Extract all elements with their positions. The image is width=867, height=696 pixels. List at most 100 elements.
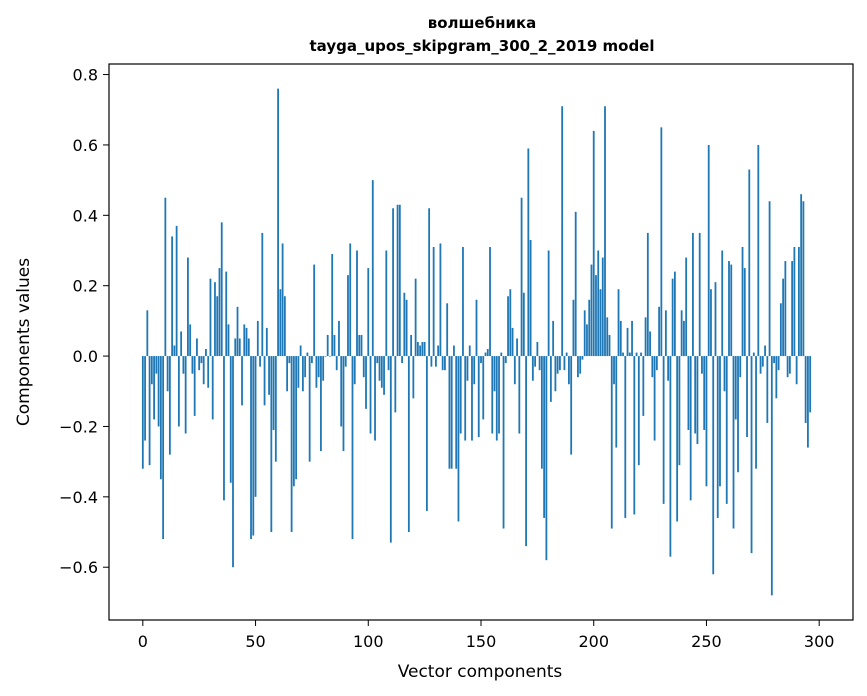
bar-9 — [162, 356, 165, 540]
bar-131 — [437, 345, 440, 357]
bar-225 — [649, 331, 651, 357]
bar-229 — [658, 306, 661, 357]
bar-107 — [383, 356, 385, 395]
bar-11 — [166, 356, 169, 392]
bar-296 — [809, 356, 812, 413]
bar-119 — [410, 334, 413, 357]
bar-127 — [428, 208, 431, 357]
bar-222 — [642, 356, 645, 416]
bar-196 — [583, 310, 586, 357]
bar-122 — [416, 342, 419, 357]
bar-19 — [184, 356, 187, 434]
bar-217 — [631, 320, 633, 357]
bar-193 — [577, 356, 579, 378]
bar-290 — [795, 356, 798, 385]
bar-21 — [189, 324, 192, 357]
bar-69 — [297, 356, 300, 388]
bar-286 — [786, 356, 789, 378]
bar-202 — [597, 250, 600, 357]
bar-121 — [414, 278, 417, 357]
bar-54 — [263, 356, 266, 406]
bar-284 — [782, 278, 785, 357]
bar-71 — [301, 356, 304, 392]
bar-248 — [701, 356, 703, 374]
plot-frame — [108, 63, 854, 621]
bar-64 — [286, 356, 289, 392]
bar-86 — [335, 356, 338, 371]
bar-94 — [353, 356, 356, 385]
bar-116 — [403, 292, 406, 357]
bar-148 — [475, 299, 478, 357]
bar-230 — [660, 127, 663, 357]
bar-259 — [725, 356, 728, 504]
bar-61 — [279, 289, 282, 357]
y-tick-label: −0.6 — [59, 558, 98, 577]
bar-68 — [295, 356, 298, 480]
bar-274 — [759, 356, 762, 374]
bar-174 — [534, 356, 537, 367]
y-tick-label: 0.6 — [73, 136, 98, 155]
bar-132 — [439, 243, 442, 357]
bar-8 — [159, 356, 162, 480]
bar-70 — [299, 345, 302, 357]
bar-5 — [153, 356, 155, 420]
bar-177 — [540, 356, 543, 469]
bar-103 — [374, 356, 376, 441]
bar-241 — [685, 257, 688, 357]
bar-194 — [579, 356, 582, 374]
bar-157 — [495, 356, 498, 441]
bar-171 — [527, 148, 530, 357]
bar-79 — [320, 356, 322, 452]
bar-23 — [193, 356, 196, 416]
x-axis-ticks: 0 50 100 150 200 250 300 — [138, 620, 834, 651]
bar-195 — [581, 356, 584, 360]
bar-214 — [624, 356, 627, 518]
bar-12 — [168, 356, 171, 455]
bar-242 — [687, 356, 690, 430]
bar-159 — [500, 352, 503, 357]
y-tick-label: 0.4 — [73, 206, 98, 225]
x-tick-label: 150 — [466, 632, 497, 651]
bar-257 — [721, 250, 724, 357]
bar-134 — [444, 356, 446, 371]
bar-250 — [705, 356, 708, 487]
bar-192 — [574, 211, 577, 357]
bar-169 — [522, 292, 525, 357]
bar-288 — [791, 261, 794, 357]
bar-112 — [394, 356, 397, 413]
bar-164 — [511, 327, 514, 357]
bar-114 — [398, 204, 401, 357]
bar-137 — [450, 356, 453, 469]
bar-104 — [376, 356, 379, 364]
bar-262 — [732, 356, 735, 529]
bar-110 — [389, 356, 392, 543]
bar-182 — [552, 320, 555, 357]
bar-228 — [655, 356, 658, 371]
bar-280 — [773, 356, 775, 364]
bar-46 — [245, 327, 248, 357]
bar-111 — [392, 208, 394, 357]
bar-76 — [313, 264, 316, 357]
bar-267 — [743, 268, 746, 357]
bar-27 — [202, 356, 205, 385]
bar-136 — [448, 356, 451, 469]
bar-168 — [520, 197, 523, 357]
bar-209 — [613, 356, 615, 385]
bar-82 — [326, 334, 329, 357]
bar-281 — [775, 356, 778, 399]
bar-13 — [171, 236, 174, 357]
bar-232 — [664, 310, 667, 357]
y-tick-label: 0.8 — [73, 66, 98, 85]
bar-205 — [604, 106, 606, 357]
bar-126 — [425, 356, 428, 511]
bar-18 — [182, 356, 185, 374]
bar-188 — [565, 352, 568, 357]
bar-197 — [586, 324, 588, 357]
bar-97 — [360, 334, 363, 357]
bar-236 — [673, 271, 676, 357]
bar-278 — [768, 201, 771, 357]
bar-144 — [466, 356, 469, 381]
bar-145 — [468, 345, 471, 357]
bar-269 — [748, 169, 751, 357]
